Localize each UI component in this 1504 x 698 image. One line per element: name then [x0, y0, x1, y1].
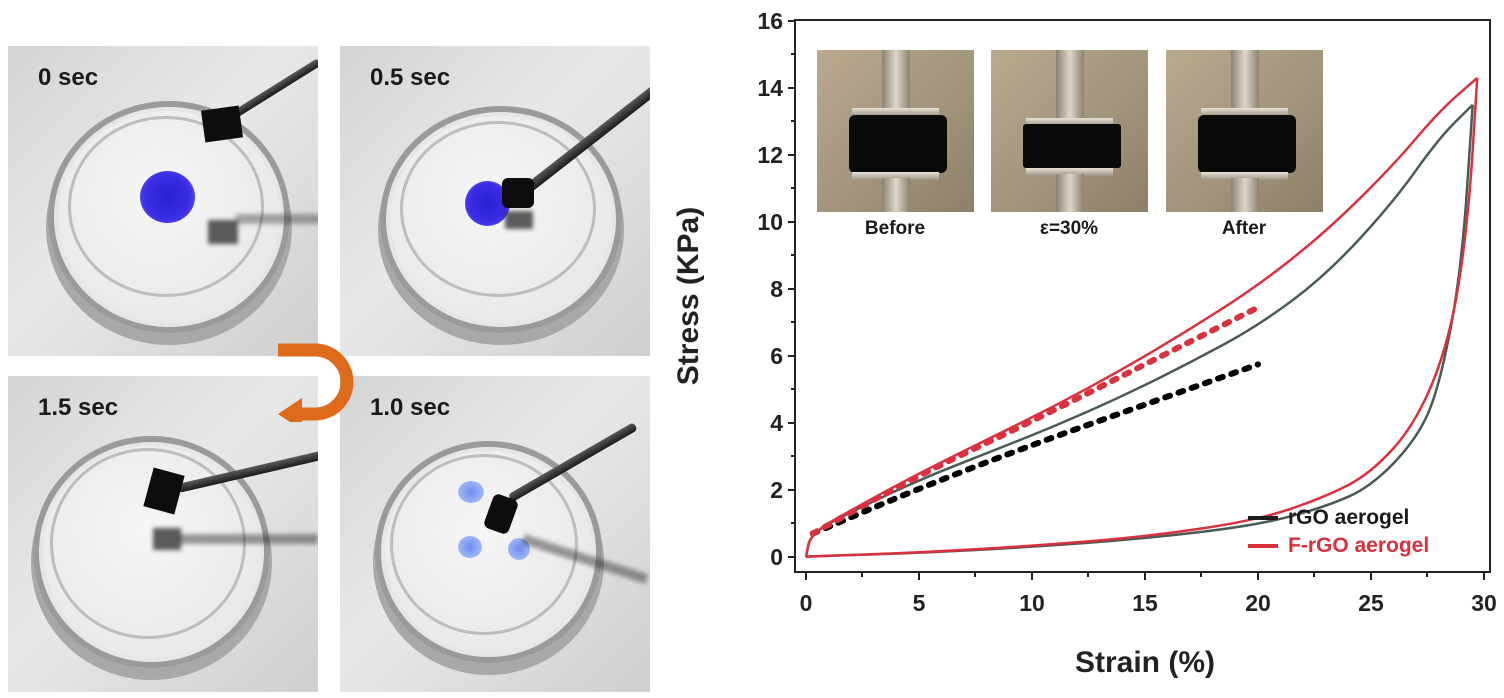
y-tick-label: 0: [770, 544, 783, 570]
inset-label-after: After: [1221, 218, 1267, 239]
y-tick-label: 12: [757, 142, 783, 168]
x-tick-label: 30: [1471, 590, 1497, 616]
petri-dish-inner: [50, 448, 246, 639]
tweezer-shadow: [236, 214, 318, 224]
y-axis-label: Stress (KPa): [672, 207, 705, 385]
y-tick-label: 8: [770, 276, 783, 302]
aerogel-shadow: [505, 211, 533, 229]
aerogel-shadow: [208, 220, 238, 244]
dye-fragment: [458, 536, 482, 558]
data-series: [804, 77, 1479, 559]
legend-label-rgo: rGO aerogel: [1288, 506, 1410, 529]
y-tick-label: 6: [770, 343, 783, 369]
x-axis-label: Strain (%): [1075, 646, 1215, 679]
series-line: [805, 77, 1479, 559]
x-tick-label: 20: [1245, 590, 1271, 616]
legend-label-frgo: F-rGO aerogel: [1288, 534, 1430, 557]
petri-dish-inner: [68, 116, 264, 297]
photo-panel-0sec: 0 sec: [8, 46, 318, 356]
x-tick-label: 15: [1132, 590, 1158, 616]
x-tick-label: 10: [1019, 590, 1045, 616]
inset-label-strain: ε=30%: [1039, 218, 1099, 239]
legend-item-rgo: rGO aerogel: [1248, 504, 1488, 532]
legend-swatch-rgo: [1248, 516, 1278, 520]
x-tick-label: 5: [913, 590, 926, 616]
plot-frame: [794, 19, 1491, 573]
dye-droplet: [140, 171, 195, 223]
x-axis: [805, 572, 1485, 580]
photo-label: 0 sec: [38, 64, 99, 91]
petri-dish-inner: [400, 121, 596, 297]
photo-label: 1.5 sec: [38, 394, 119, 421]
y-tick-label: 16: [757, 8, 783, 34]
y-tick-label: 10: [757, 209, 783, 235]
inset-label-before: Before: [864, 218, 926, 239]
y-tick-label: 14: [757, 75, 783, 101]
series-line: [809, 304, 1261, 537]
photo-panel-0-5sec: 0.5 sec: [340, 46, 650, 356]
x-tick-label: 0: [800, 590, 813, 616]
y-tick-label: 2: [770, 477, 783, 503]
aerogel-shadow: [153, 528, 181, 550]
y-axis: [788, 20, 795, 558]
y-tick-label: 4: [770, 410, 783, 436]
photo-panel-1-0sec: 1.0 sec: [340, 376, 650, 692]
inset-photo-before: [817, 50, 974, 212]
dye-fragment: [508, 538, 530, 560]
inset-photo-strained: [991, 50, 1148, 212]
series-line: [809, 361, 1261, 537]
photo-label: 0.5 sec: [370, 64, 451, 91]
cycle-arrow-icon: [278, 343, 354, 422]
photo-label: 1.0 sec: [370, 394, 451, 421]
x-tick-label: 25: [1358, 590, 1384, 616]
legend: rGO aerogel F-rGO aerogel: [1248, 504, 1488, 560]
dye-fragment: [458, 481, 484, 503]
legend-item-frgo: F-rGO aerogel: [1248, 532, 1488, 560]
petri-dish-inner: [390, 454, 578, 635]
aerogel-sample: [502, 178, 534, 208]
photo-panel-1-5sec: 1.5 sec: [8, 376, 318, 692]
tweezer-shadow: [178, 534, 318, 544]
inset-photo-after: [1166, 50, 1323, 212]
legend-swatch-frgo: [1248, 544, 1278, 548]
